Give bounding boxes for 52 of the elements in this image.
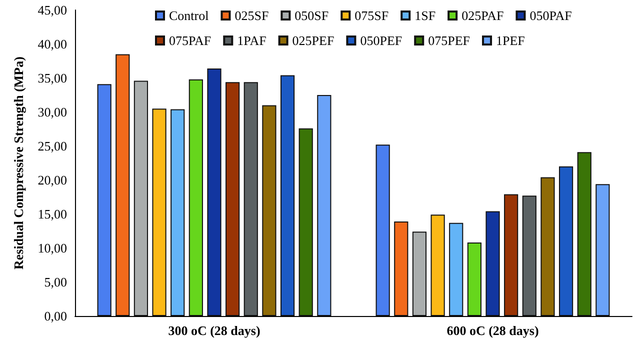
bar: [540, 177, 555, 316]
bar: [467, 242, 482, 316]
bar: [394, 221, 408, 316]
bar: [412, 232, 427, 316]
bar: [504, 194, 518, 316]
bar: [244, 82, 258, 316]
y-tick-label: 35,00: [38, 70, 67, 86]
legend-label: 1PEF: [496, 33, 525, 48]
bar: [558, 166, 574, 316]
y-tick-label: 45,00: [38, 2, 67, 18]
y-tick-label: 0,00: [44, 308, 67, 324]
legend-label: 050SF: [294, 8, 329, 23]
x-tick-label: 600 oC (28 days): [446, 323, 539, 338]
legend-label: 025SF: [234, 8, 269, 23]
x-tick-label: 300 oC (28 days): [168, 323, 260, 338]
legend-label: 025PEF: [292, 33, 334, 48]
legend-label: Control: [169, 8, 210, 23]
y-tick-label: 40,00: [38, 36, 67, 52]
bar: [207, 68, 222, 316]
bar: [280, 75, 295, 316]
legend-label: 075PEF: [428, 33, 470, 48]
y-tick-label: 10,00: [38, 240, 67, 256]
y-tick-label: 25,00: [38, 138, 67, 154]
bar: [522, 196, 536, 316]
legend-label: 075SF: [354, 8, 389, 23]
legend-label: 1SF: [414, 8, 436, 23]
y-tick-label: 5,00: [44, 274, 67, 290]
bar: [226, 82, 240, 316]
bar: [134, 80, 148, 316]
bar: [298, 128, 313, 316]
y-tick-label: 20,00: [38, 172, 67, 188]
bar: [577, 152, 592, 316]
bar: [170, 109, 185, 316]
bar: [97, 84, 112, 316]
legend-label: 050PEF: [360, 33, 402, 48]
legend-label: 025PAF: [462, 8, 504, 23]
bar: [188, 79, 203, 316]
bar: [430, 214, 445, 316]
bar: [376, 144, 390, 316]
bar: [486, 211, 500, 316]
legend-label: 075PAF: [169, 33, 212, 48]
legend-label: 050PAF: [530, 8, 572, 23]
bar: [262, 105, 276, 316]
y-tick-label: 15,00: [38, 206, 67, 222]
y-tick-label: 30,00: [38, 104, 67, 120]
bar: [596, 184, 610, 316]
bar: [152, 108, 166, 316]
bar: [317, 95, 332, 316]
bar: [449, 222, 464, 316]
legend-label: 1PAF: [237, 33, 266, 48]
bar: [116, 54, 130, 316]
y-axis-title: Residual Compressive Strength (MPa): [11, 56, 26, 270]
